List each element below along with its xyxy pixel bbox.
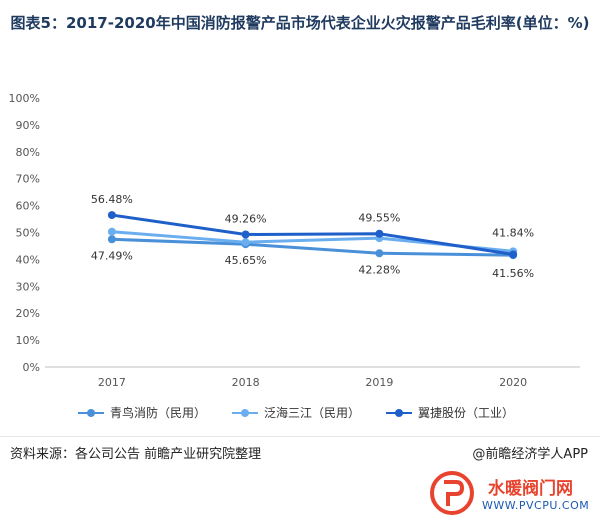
x-tick-label: 2017: [98, 376, 126, 389]
data-point: [241, 230, 250, 239]
data-label: 49.55%: [358, 212, 400, 225]
data-label: 41.56%: [492, 267, 534, 280]
y-tick-label: 0%: [23, 361, 40, 374]
y-tick-label: 40%: [16, 253, 40, 266]
y-tick-label: 30%: [16, 280, 40, 293]
data-label: 45.65%: [225, 254, 267, 267]
line-chart: 0% 10% 20% 30% 40% 50% 60% 70% 80% 90% 100% 2017 201…: [9, 92, 580, 389]
legend-item: 泛海三江（民用）: [232, 404, 360, 421]
y-tick-label: 60%: [16, 200, 40, 213]
x-tick-label: 2020: [499, 376, 527, 389]
logo-text: 水暖阀门网: [488, 479, 573, 499]
series-line: [111, 213, 514, 256]
legend-item: 翼捷股份（工业）: [386, 404, 514, 421]
series-line: [111, 237, 514, 257]
x-tick-label: 2019: [365, 376, 393, 389]
y-tick-label: 80%: [16, 146, 40, 159]
legend-label: 泛海三江（民用）: [264, 406, 361, 420]
y-tick-label: 100%: [9, 92, 40, 105]
credit-note: @前瞻经济学人APP: [472, 447, 588, 462]
data-label: 42.28%: [358, 263, 400, 276]
data-point: [375, 229, 384, 238]
data-label: 47.49%: [91, 249, 133, 262]
logo-icon: [430, 471, 474, 515]
y-tick-label: 50%: [16, 227, 40, 240]
data-point: [375, 249, 384, 258]
legend-label: 青鸟消防（民用）: [110, 406, 207, 420]
data-label: 56.48%: [91, 193, 133, 206]
y-tick-label: 10%: [16, 334, 40, 347]
legend: 青鸟消防（民用） 泛海三江（民用） 翼捷股份（工业）: [78, 404, 538, 421]
footer-divider: [0, 436, 600, 437]
legend-swatch: [232, 408, 259, 418]
legend-swatch-dot: [395, 408, 404, 417]
legend-label: 翼捷股份（工业）: [418, 406, 515, 420]
legend-item: 青鸟消防（民用）: [78, 404, 206, 421]
legend-swatch-dot: [87, 408, 95, 417]
data-point: [107, 211, 116, 220]
source-note: 资料来源：各公司公告 前瞻产业研究院整理: [10, 447, 262, 462]
y-tick-label: 20%: [16, 307, 40, 320]
legend-swatch: [386, 408, 413, 418]
y-tick-label: 70%: [16, 173, 40, 186]
legend-swatch: [78, 408, 104, 418]
chart-title: 图表5：2017-2020年中国消防报警产品市场代表企业火灾报警产品毛利率(单位…: [10, 14, 590, 32]
y-tick-label: 90%: [16, 119, 40, 132]
data-label: 49.26%: [225, 212, 267, 225]
watermark-logo: [430, 471, 474, 515]
legend-swatch-dot: [241, 408, 250, 417]
data-point: [107, 227, 116, 236]
data-point: [241, 238, 250, 247]
data-point: [509, 250, 518, 259]
data-label: 41.84%: [492, 226, 534, 239]
logo-url: WWW.PVCPU.COM: [482, 499, 590, 512]
x-tick-label: 2018: [232, 376, 260, 389]
data-point: [107, 235, 116, 244]
